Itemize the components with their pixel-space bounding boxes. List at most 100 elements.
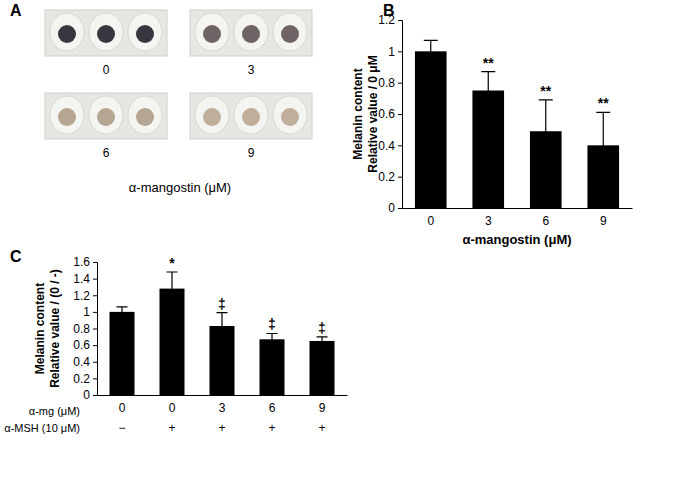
- y-tick: 0.4: [378, 139, 402, 153]
- x-tick-label-row2: +: [318, 421, 325, 435]
- caption: α-mangostin (μM): [129, 180, 231, 195]
- y-tick: 1.6: [73, 255, 97, 269]
- chart: 00.20.40.60.811.21.41.600369−++++α-mg (μ…: [4, 248, 347, 435]
- y-tick: 1: [388, 45, 402, 59]
- sample-label: 6: [103, 146, 110, 160]
- y-axis-title-line: Melanin content: [33, 283, 47, 374]
- sample-label: 0: [103, 63, 110, 77]
- x-tick: 0: [427, 214, 434, 228]
- x-tick-label-row2: +: [168, 421, 175, 435]
- y-axis-title-line: Melanin content: [351, 68, 365, 159]
- error-bar: [424, 40, 438, 62]
- y-axis-line: [93, 263, 98, 396]
- bar: [260, 339, 285, 395]
- y-tick-label: 0.6: [378, 107, 395, 121]
- x-tick-label: 0: [119, 401, 126, 415]
- y-tick-mark: [93, 345, 97, 346]
- error-bar: [481, 72, 495, 110]
- y-tick: 0: [83, 388, 97, 402]
- tube: [234, 13, 268, 51]
- error-bar: [217, 313, 228, 340]
- pellet: [58, 25, 76, 43]
- y-tick-mark: [398, 114, 402, 115]
- y-tick: 1.2: [73, 289, 97, 303]
- x-tick: 0: [169, 401, 176, 415]
- y-tick-mark: [93, 378, 97, 379]
- sample-label: 9: [248, 146, 255, 160]
- tube: [273, 13, 307, 51]
- x-tick: 6: [269, 401, 276, 415]
- x-tick-label: 3: [485, 214, 492, 228]
- tube: [50, 96, 84, 134]
- x-axis-line: [403, 208, 633, 209]
- panel-label: C: [10, 248, 22, 265]
- error-bar: [167, 272, 178, 305]
- significance-mark: ‡: [268, 316, 276, 332]
- y-tick-label: 0.2: [73, 372, 90, 386]
- error-bar: [539, 100, 553, 163]
- y-tick-label: 1.4: [73, 272, 90, 286]
- x-tick: 0: [119, 401, 126, 415]
- y-tick: 0.2: [378, 170, 402, 184]
- x-tick: 9: [600, 214, 607, 228]
- y-tick-mark: [398, 208, 402, 209]
- x-tick-label: 9: [600, 214, 607, 228]
- error-bar: [117, 307, 128, 317]
- x-tick-label: 3: [219, 401, 226, 415]
- y-tick-mark: [398, 177, 402, 178]
- pellet: [281, 25, 299, 43]
- x-tick-label: 0: [427, 214, 434, 228]
- y-axis-line: [398, 21, 403, 209]
- y-tick: 1: [83, 305, 97, 319]
- y-tick-label: 1: [83, 305, 90, 319]
- x-tick-label-row2: +: [218, 421, 225, 435]
- y-tick-label: 1.2: [73, 289, 90, 303]
- plot-marks: [415, 40, 619, 208]
- y-tick-label: 0.8: [378, 76, 395, 90]
- y-tick-label: 1.6: [73, 255, 90, 269]
- pellet: [58, 108, 76, 126]
- pellet: [97, 25, 115, 43]
- y-tick: 0.4: [73, 355, 97, 369]
- x-tick: 3: [219, 401, 226, 415]
- y-tick-label: 0: [83, 388, 90, 402]
- y-tick-label: 0.4: [73, 355, 90, 369]
- significance-mark: ‡: [318, 320, 326, 336]
- pellet: [242, 108, 260, 126]
- tile-background: [190, 10, 312, 56]
- y-tick-mark: [93, 312, 97, 313]
- tube: [128, 13, 162, 51]
- error-bar: [596, 112, 610, 178]
- x-tick: 9: [319, 401, 326, 415]
- x-axis: 0 0 3 6 9: [98, 396, 348, 415]
- tube: [195, 13, 229, 51]
- y-tick-mark: [398, 51, 402, 52]
- sample-label: 3: [248, 63, 255, 77]
- plot-marks: [110, 272, 335, 395]
- x-tick: 6: [542, 214, 549, 228]
- tube: [273, 96, 307, 134]
- y-tick-mark: [93, 279, 97, 280]
- panel-a: A0369α-mangostin (μM): [10, 2, 312, 195]
- y-axis-title-line: Relative value / 0 μM: [366, 55, 380, 172]
- x-axis: 0 3 6 9: [403, 209, 633, 228]
- y-tick-label: 0: [388, 201, 395, 215]
- significance-mark: **: [483, 55, 494, 71]
- x-tick-label-row2: +: [268, 421, 275, 435]
- x-tick: 3: [485, 214, 492, 228]
- significance-mark: ‡: [218, 296, 226, 312]
- y-tick: 0.8: [378, 76, 402, 90]
- figure: A0369α-mangostin (μM)00.20.40.60.811.203…: [0, 0, 689, 483]
- y-tick-mark: [93, 395, 97, 396]
- pellet: [242, 25, 260, 43]
- y-tick: 0.8: [73, 322, 97, 336]
- tube: [89, 13, 123, 51]
- panel-label: B: [383, 2, 395, 19]
- y-tick: 0.6: [73, 338, 97, 352]
- y-tick-mark: [93, 329, 97, 330]
- sample-tile: [190, 10, 312, 56]
- y-tick-mark: [398, 20, 402, 21]
- tube: [234, 96, 268, 134]
- y-axis-title-line: Relative value / (0 / -): [48, 269, 62, 388]
- category-row-label: α-MSH (10 μM): [4, 422, 80, 434]
